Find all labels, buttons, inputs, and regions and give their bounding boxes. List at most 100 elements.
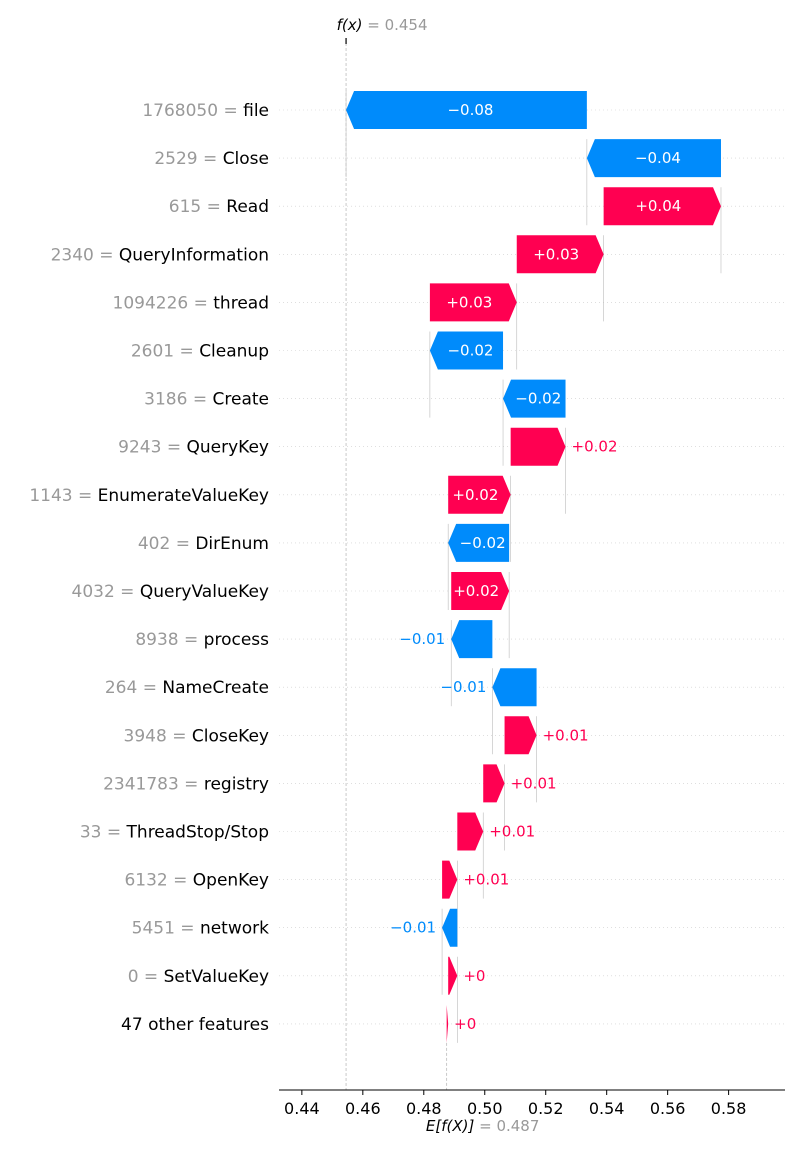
svg-text:E[f(X)] = 0.487: E[f(X)] = 0.487: [426, 1117, 540, 1135]
feature-value: 9243 =: [118, 438, 186, 458]
fx-value: = 0.454: [367, 16, 427, 34]
feature-name: process: [204, 630, 269, 650]
feature-value: 33 =: [80, 823, 127, 843]
feature-name: EnumerateValueKey: [98, 486, 269, 506]
bar-registry: [483, 764, 505, 803]
bar-direnum: [448, 523, 510, 562]
bar-queryinformation: [516, 235, 604, 274]
bar-value-label-queryvaluekey: +0.02: [453, 582, 499, 600]
bar-cleanup: [429, 331, 504, 370]
feature-value: 615 =: [169, 197, 227, 217]
feature-label-network: 5451 = network: [132, 919, 270, 939]
bar-47-other-features: [446, 1004, 449, 1043]
feature-name: network: [200, 919, 269, 939]
feature-label-registry: 2341783 = registry: [103, 774, 269, 794]
feature-value: 2529 =: [154, 149, 222, 169]
bar-querykey: [510, 427, 566, 466]
x-tick-label-6: 0.56: [650, 1099, 686, 1118]
feature-label-thread: 1094226 = thread: [113, 293, 270, 313]
feature-value: 2341783 =: [103, 774, 204, 794]
feature-name: 47 other features: [121, 1015, 269, 1035]
feature-labels: 1768050 = file −0.08 2529 = Close −0.04 615 …: [29, 101, 681, 1035]
feature-bars: [346, 91, 721, 1043]
feature-label-namecreate: 264 = NameCreate: [105, 678, 269, 698]
feature-value: 2601 =: [131, 342, 199, 362]
bar-value-label-process: −0.01: [399, 630, 445, 648]
bar-threadstop-stop: [457, 812, 484, 851]
feature-name: OpenKey: [193, 871, 269, 891]
bar-value-label-namecreate: −0.01: [440, 678, 486, 696]
bar-network: [442, 908, 458, 947]
feature-name: Read: [226, 197, 269, 217]
feature-name: QueryValueKey: [140, 582, 269, 602]
svg-text:f(x) = 0.454: f(x) = 0.454: [337, 16, 428, 34]
bar-value-label-threadstop-stop: +0.01: [489, 823, 535, 841]
feature-value: 6132 =: [124, 871, 192, 891]
x-tick-label-2: 0.48: [406, 1099, 442, 1118]
x-axis: 0.44 0.46 0.48 0.50 0.52 0.54 0.56 0.58: [279, 1089, 785, 1118]
bar-enumeratevaluekey: [448, 475, 511, 514]
feature-name: thread: [213, 293, 269, 313]
bar-value-label-thread: +0.03: [446, 293, 492, 311]
bar-value-label-queryinformation: +0.03: [533, 245, 579, 263]
feature-value: 402 =: [138, 534, 196, 554]
feature-label-direnum: 402 = DirEnum: [138, 534, 269, 554]
feature-label-cleanup: 2601 = Cleanup: [131, 342, 269, 362]
bar-setvaluekey: [448, 956, 458, 995]
bar-thread: [429, 283, 517, 322]
feature-value: 3948 =: [124, 726, 192, 746]
ex-annotation: E[f(X)] = 0.487: [426, 1117, 540, 1135]
feature-label-file: 1768050 = file: [142, 101, 269, 121]
feature-value: 4032 =: [72, 582, 140, 602]
feature-label-create: 3186 = Create: [144, 390, 269, 410]
x-tick-label-1: 0.46: [345, 1099, 381, 1118]
feature-label-read: 615 = Read: [169, 197, 269, 217]
bar-value-label-closekey: +0.01: [543, 726, 589, 744]
bar-value-label-cleanup: −0.02: [447, 342, 493, 360]
feature-label-openkey: 6132 = OpenKey: [124, 871, 269, 891]
bar-value-label-direnum: −0.02: [460, 534, 506, 552]
feature-name: file: [243, 101, 269, 121]
bar-process: [451, 620, 493, 659]
feature-label-enumeratevaluekey: 1143 = EnumerateValueKey: [29, 486, 269, 506]
bar-queryvaluekey: [451, 572, 510, 610]
feature-label-queryvaluekey: 4032 = QueryValueKey: [72, 582, 270, 602]
fx-annotation: f(x) = 0.454: [337, 16, 428, 34]
feature-name: Create: [213, 390, 270, 410]
feature-value: 1768050 =: [142, 101, 243, 121]
bar-value-label-network: −0.01: [390, 919, 436, 937]
feature-name: NameCreate: [162, 678, 269, 698]
bar-openkey: [442, 860, 458, 899]
feature-name: Close: [223, 149, 269, 169]
feature-value: 1143 =: [29, 486, 97, 506]
feature-value: 3186 =: [144, 390, 212, 410]
bar-read: [603, 187, 721, 226]
feature-value: 1094226 =: [113, 293, 214, 313]
feature-value: 264 =: [105, 678, 163, 698]
feature-label-process: 8938 = process: [135, 630, 269, 650]
feature-value: 5451 =: [132, 919, 200, 939]
bar-close: [586, 139, 721, 178]
ex-label: E[f(X)]: [426, 1117, 475, 1135]
feature-label-threadstop-stop: 33 = ThreadStop/Stop: [80, 823, 269, 843]
feature-label-querykey: 9243 = QueryKey: [118, 438, 269, 458]
bar-value-label-close: −0.04: [635, 149, 681, 167]
x-tick-label-4: 0.52: [528, 1099, 564, 1118]
bar-value-label-openkey: +0.01: [463, 871, 509, 889]
bar-value-label-querykey: +0.02: [572, 438, 618, 456]
x-tick-label-7: 0.58: [711, 1099, 747, 1118]
feature-name: CloseKey: [192, 726, 269, 746]
bar-closekey: [504, 716, 537, 755]
feature-name: SetValueKey: [164, 967, 269, 987]
feature-name: ThreadStop/Stop: [126, 823, 269, 843]
bar-value-label-read: +0.04: [635, 197, 681, 215]
bar-value-label-setvaluekey: +0: [463, 967, 485, 985]
fx-label: f(x): [337, 16, 363, 34]
feature-label-closekey: 3948 = CloseKey: [124, 726, 269, 746]
reference-lines: [345, 38, 722, 1090]
bar-value-label-registry: +0.01: [511, 774, 557, 792]
bar-value-label-47-other-features: +0: [454, 1015, 476, 1033]
feature-name: Cleanup: [199, 342, 269, 362]
feature-value: 8938 =: [135, 630, 203, 650]
